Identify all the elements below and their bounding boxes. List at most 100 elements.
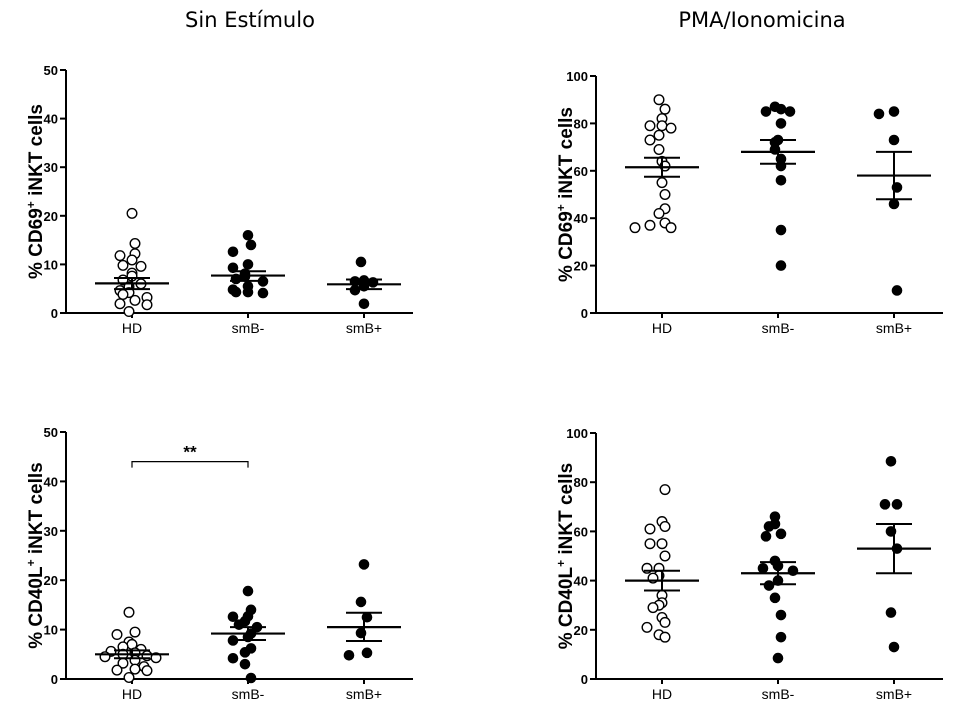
data-point [126,254,138,266]
data-point [135,260,147,272]
data-point [763,580,775,591]
data-point [111,664,123,676]
data-point [879,499,891,510]
data-point [888,134,900,146]
data-point [659,484,671,496]
plot-4: 0 20 40 60 80 100 HD smB-smB+ % CD40L+ iNKT cell… [554,426,943,702]
x-category-label: smB- [762,686,795,702]
y-axis-label: % CD40L+ iNKT cells [554,463,577,650]
y-axis-label: % CD69+ iNKT cells [24,104,47,279]
y-tick-label: 20 [574,259,588,274]
x-category-label: smB+ [346,320,382,336]
data-point [644,120,656,132]
series-HD [625,484,699,643]
data-point [355,256,367,268]
data-point [647,602,659,614]
y-tick-label: 40 [574,574,588,589]
data-point [117,289,129,301]
data-point [117,259,129,271]
data-point [665,122,677,134]
series-smB- [741,511,815,664]
y-tick-label: 20 [44,209,58,224]
y-tick-label: 10 [44,257,58,272]
data-point [769,592,781,604]
y-tick-label: 40 [574,211,588,226]
data-point [888,106,900,117]
y-tick-label: 20 [574,623,588,638]
y-tick-label: 40 [44,474,58,489]
data-point [629,222,641,234]
data-point [888,641,900,653]
data-point [245,672,257,684]
plot-3: 0 10 20 30 40 50 HD smB-smB+ % CD40L+ iNKT cells… [24,425,413,702]
series-HD [625,94,699,234]
data-point [775,260,787,271]
data-point [641,621,653,633]
data-point [653,94,665,106]
data-point [760,531,772,542]
data-point [888,198,900,210]
y-axis-label: % CD69+ iNKT cells [554,107,577,282]
data-point [245,239,257,251]
data-point [129,626,141,638]
y-tick-label: 60 [574,524,588,539]
data-point [114,250,126,262]
x-category-label: smB- [232,686,265,702]
y-tick-label: 0 [51,672,58,687]
data-point [772,652,784,664]
column-title-pma-ionomicina: PMA/Ionomicina [678,8,846,32]
x-category-label: HD [652,320,672,336]
data-point [873,108,885,120]
y-tick-label: 60 [574,164,588,179]
data-point [763,521,775,532]
y-tick-label: 40 [44,112,58,127]
series-smB+ [857,455,931,653]
series-HD [95,606,169,684]
data-point [123,306,135,318]
data-point [126,207,138,219]
series-smB+ [327,256,401,310]
data-point [257,287,269,299]
data-point [775,224,787,236]
y-axis-label: % CD40L+ iNKT cells [24,462,47,649]
data-point [659,631,671,643]
data-point [659,550,671,562]
data-point [885,607,897,618]
data-point [653,143,665,155]
data-point [775,118,787,129]
series-smB- [211,229,285,299]
data-point [227,262,239,274]
data-point [242,229,254,241]
y-tick-label: 10 [44,623,58,638]
x-category-label: HD [122,320,142,336]
data-point [355,596,367,608]
series-smB- [741,101,815,271]
x-category-label: HD [652,686,672,702]
data-point [123,606,135,618]
data-point [644,523,656,535]
x-category-label: smB+ [346,686,382,702]
data-point [653,207,665,219]
data-point [242,286,254,298]
data-point [242,585,254,597]
data-point [784,106,796,117]
data-point [129,238,141,250]
data-point [114,298,126,310]
data-point [644,219,656,231]
data-point [141,299,153,311]
significance-label: ** [183,443,197,462]
data-point [239,647,251,658]
y-tick-label: 30 [44,524,58,539]
y-tick-label: 0 [581,306,588,321]
data-point [659,520,671,532]
y-tick-label: 50 [44,63,58,78]
y-tick-label: 80 [574,116,588,131]
data-point [644,538,656,550]
data-point [230,286,242,298]
series-smB- [211,585,285,684]
data-point [656,177,668,189]
y-tick-label: 20 [44,573,58,588]
x-category-label: smB- [232,320,265,336]
data-point [227,611,239,623]
